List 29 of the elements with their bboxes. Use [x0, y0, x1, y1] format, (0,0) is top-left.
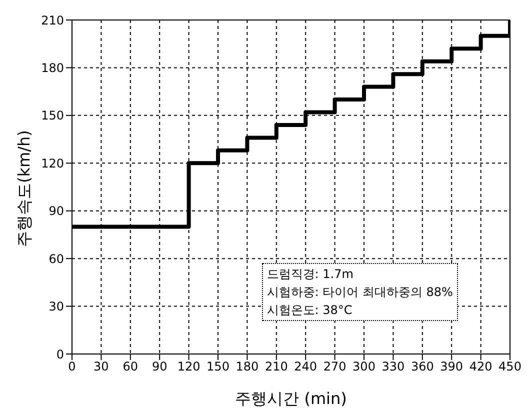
annotation: 시험하중: 타이어 최대하중의 88% — [266, 284, 453, 302]
x-tick-label: 150 — [206, 360, 230, 374]
y-tick-label: 120 — [41, 156, 64, 170]
annotation: 시험온도: 38°C — [266, 302, 354, 320]
x-tick-label: 240 — [294, 360, 318, 374]
x-tick-label: 270 — [323, 360, 346, 374]
x-tick-label: 30 — [94, 360, 109, 374]
y-tick-label: 210 — [41, 13, 64, 28]
x-tick-label: 420 — [469, 360, 492, 374]
x-tick-label: 360 — [410, 360, 434, 374]
y-tick-label: 0 — [56, 347, 64, 362]
y-tick-label: 30 — [48, 300, 64, 314]
x-tick-label: 120 — [177, 360, 200, 374]
y-tick-label: 90 — [48, 204, 64, 218]
y-tick-label: 150 — [41, 108, 64, 123]
y-tick-label: 60 — [48, 252, 64, 266]
x-tick-label: 0 — [68, 360, 76, 374]
x-axis-title: 주행시간 (min) — [235, 389, 347, 408]
annotation: 드럼직경: 1.7m — [266, 266, 354, 284]
x-tick-label: 180 — [236, 360, 259, 374]
x-tick-label: 300 — [352, 360, 376, 374]
x-tick-label: 390 — [440, 360, 464, 374]
x-tick-label: 210 — [264, 360, 288, 374]
y-tick-label: 180 — [41, 60, 64, 75]
y-axis-title: 주행속도(km/h) — [14, 130, 34, 247]
x-tick-label: 60 — [122, 360, 138, 374]
x-tick-label: 330 — [382, 360, 405, 374]
x-tick-label: 450 — [498, 360, 522, 374]
x-tick-label: 90 — [152, 360, 168, 374]
